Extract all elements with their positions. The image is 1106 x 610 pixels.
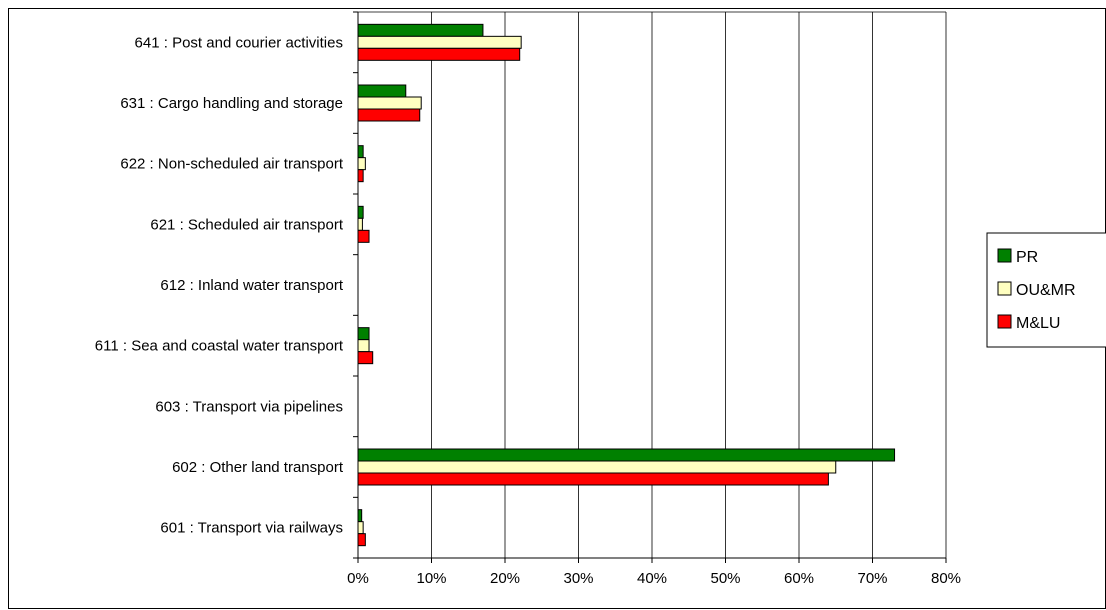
category-label: 612 : Inland water transport: [160, 277, 343, 294]
legend-swatch: [997, 281, 1012, 296]
x-tick-label: 10%: [416, 570, 446, 587]
category-label: 631 : Cargo handling and storage: [120, 95, 343, 112]
category-label: 602 : Other land transport: [172, 459, 344, 476]
bar: [357, 47, 521, 61]
category-label: 641 : Post and courier activities: [135, 34, 343, 51]
bar: [357, 339, 370, 353]
x-tick-label: 60%: [784, 570, 814, 587]
x-tick-label: 20%: [490, 570, 520, 587]
x-tick-label: 50%: [710, 570, 740, 587]
legend-swatch: [997, 314, 1012, 329]
x-tick-label: 80%: [931, 570, 961, 587]
bar: [357, 108, 421, 122]
x-tick-label: 70%: [857, 570, 887, 587]
x-tick-label: 40%: [637, 570, 667, 587]
bar: [357, 96, 422, 110]
category-label: 622 : Non-scheduled air transport: [120, 156, 343, 173]
bar: [357, 229, 370, 243]
bar: [357, 327, 370, 341]
bar: [357, 472, 829, 486]
category-label: 611 : Sea and coastal water transport: [95, 338, 344, 355]
bar-chart: 0% 10% 20% 30% 40% 50% 60% 70% 80% 641 : Post and…: [95, 11, 1106, 587]
bar: [357, 509, 363, 523]
bar: [357, 145, 364, 159]
legend-swatch: [997, 248, 1012, 263]
bar: [357, 460, 837, 474]
category-label: 603 : Transport via pipelines: [155, 398, 343, 415]
x-tick-label: 0%: [347, 570, 369, 587]
chart-frame: 0% 10% 20% 30% 40% 50% 60% 70% 80% 641 : Post and…: [8, 8, 1106, 609]
bar: [357, 169, 364, 183]
bar: [357, 205, 364, 219]
category-label: 601 : Transport via railways: [160, 520, 343, 537]
x-tick-label: 30%: [563, 570, 593, 587]
bar: [357, 533, 366, 547]
bar: [357, 351, 374, 365]
bar: [357, 84, 407, 98]
bar: [357, 157, 366, 171]
bar: [357, 35, 522, 49]
bar: [357, 23, 484, 37]
legend-entry-label: PR: [1016, 249, 1038, 266]
category-label: 621 : Scheduled air transport: [150, 216, 343, 233]
bar: [357, 521, 364, 535]
legend-entry-label: M&LU: [1016, 315, 1060, 332]
bar: [357, 448, 896, 462]
bar: [357, 217, 363, 231]
legend-entry-label: OU&MR: [1016, 282, 1076, 299]
